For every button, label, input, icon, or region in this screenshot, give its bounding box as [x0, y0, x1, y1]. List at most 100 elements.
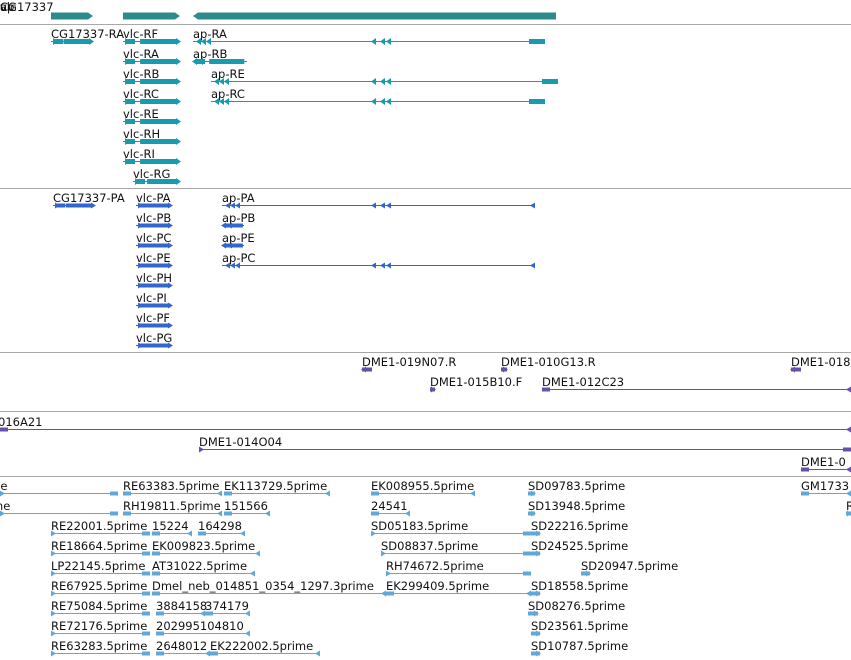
est-feature[interactable]: SD05183.5prime — [371, 519, 531, 537]
est-feature[interactable]: RE72176.5prime — [51, 619, 150, 637]
transcript-strand-arrow — [371, 98, 376, 105]
protein-strand-arrow — [371, 262, 376, 269]
transcript-feature[interactable]: ap-RB — [192, 47, 247, 65]
clone-feature[interactable]: DME1-018 — [790, 355, 850, 373]
est-feature[interactable]: GM1733 — [801, 479, 851, 497]
est-feature[interactable]: 15224 — [152, 519, 192, 537]
transcript-feature[interactable]: vlc-RH — [123, 127, 181, 145]
est-strand-arrow — [51, 590, 56, 597]
est-feature[interactable]: AT31022.5prime — [152, 559, 255, 577]
transcript-feature[interactable]: vlc-RC — [123, 87, 181, 105]
protein-strand-arrow — [168, 202, 173, 209]
est-feature[interactable]: EK299409.5prime — [386, 579, 531, 597]
est-feature[interactable]: EK008955.5prime — [371, 479, 475, 497]
est-feature[interactable]: RH74672.5prime — [386, 559, 531, 577]
track-dividers — [0, 24, 851, 477]
protein-strand-arrow — [168, 222, 173, 229]
est-feature[interactable]: 151566 — [224, 499, 270, 517]
protein-feature[interactable]: vlc-PF — [136, 311, 173, 329]
est-feature[interactable]: 2648012 — [156, 639, 210, 657]
est-feature[interactable]: SD18558.5prime — [531, 579, 628, 597]
clone-feature[interactable]: DME1-014O04 — [199, 435, 851, 453]
clone-feature[interactable]: 016A21 — [0, 415, 851, 433]
est-feature[interactable]: R — [846, 499, 851, 517]
transcript-feature[interactable]: vlc-RI — [123, 147, 181, 165]
clone-feature[interactable]: DME1-0 — [801, 455, 851, 473]
est-feature[interactable]: RE75084.5prime — [51, 599, 150, 617]
transcript-feature[interactable]: CG17337-RA — [51, 27, 124, 45]
est-feature[interactable]: LP22145.5prime — [51, 559, 150, 577]
gene-feature[interactable]: ap — [0, 0, 556, 20]
est-feature[interactable]: RE63383.5prime — [123, 479, 222, 497]
clone-feature[interactable]: DME1-010G13.R — [501, 355, 596, 373]
protein-strand-arrow — [168, 342, 173, 349]
est-label: SD22216.5prime — [531, 519, 628, 533]
protein-feature[interactable]: ap-PE — [221, 231, 255, 249]
protein-label: vlc-PG — [136, 331, 172, 345]
clone-feature[interactable]: DME1-019N07.R — [361, 355, 456, 373]
clone-feature[interactable]: DME1-012C23 — [542, 375, 851, 393]
transcript-label: ap-RA — [193, 27, 227, 41]
clone-feature[interactable]: DME1-015B10.F — [430, 375, 522, 393]
est-feature[interactable]: 3884158 — [156, 599, 207, 617]
est-feature[interactable]: RH19811.5prime — [123, 499, 222, 517]
transcript-feature[interactable]: ap-RC — [211, 87, 545, 105]
protein-feature[interactable]: vlc-PB — [136, 211, 173, 229]
est-feature[interactable]: RE67925.5prime — [51, 579, 150, 597]
est-feature[interactable]: EK222002.5prime — [210, 639, 320, 657]
transcript-feature[interactable]: ap-RA — [193, 27, 545, 45]
est-feature[interactable]: RE63283.5prime — [51, 639, 150, 657]
est-label: ime — [0, 479, 7, 493]
est-feature[interactable]: SD23561.5prime — [531, 619, 628, 637]
est-feature[interactable]: EK113729.5prime — [224, 479, 330, 497]
est-feature[interactable]: RE18664.5prime — [51, 539, 150, 557]
est-feature[interactable]: SD08837.5prime — [381, 539, 531, 557]
est-feature[interactable]: me — [0, 499, 118, 517]
protein-feature[interactable]: ap-PC — [222, 251, 535, 269]
protein-feature[interactable]: CG17337-PA — [53, 191, 125, 209]
transcript-feature[interactable]: vlc-RE — [123, 107, 181, 125]
gene-feature[interactable]: CG17337 — [0, 0, 93, 20]
est-feature[interactable]: Dmel_neb_014851_0354_1297.3prime — [152, 579, 386, 597]
protein-label: ap-PB — [222, 211, 255, 225]
est-feature[interactable]: SD09783.5prime — [528, 479, 625, 497]
protein-feature[interactable]: vlc-PE — [136, 251, 173, 269]
est-feature[interactable]: SD13948.5prime — [528, 499, 625, 517]
protein-exon-block — [146, 203, 171, 208]
est-feature[interactable]: ime — [0, 479, 118, 497]
transcript-feature[interactable]: vlc-RA — [123, 47, 181, 65]
est-feature[interactable]: 374179 — [205, 599, 250, 617]
est-feature[interactable]: SD22216.5prime — [531, 519, 628, 537]
protein-feature[interactable]: vlc-PH — [136, 271, 173, 289]
transcript-strand-arrow — [176, 178, 181, 185]
transcript-feature[interactable]: vlc-RF — [123, 27, 181, 45]
transcript-strand-arrow — [125, 78, 130, 85]
transcript-strand-arrow — [125, 58, 130, 65]
transcript-feature[interactable]: ap-RE — [211, 67, 558, 85]
protein-feature[interactable]: vlc-PA — [136, 191, 173, 209]
est-exon-block — [156, 631, 164, 636]
protein-feature[interactable]: vlc-PG — [136, 331, 173, 349]
transcript-strand-arrow — [176, 78, 181, 85]
protein-feature[interactable]: vlc-PC — [136, 231, 173, 249]
est-feature[interactable]: SD08276.5prime — [528, 599, 625, 617]
protein-feature[interactable]: ap-PA — [222, 191, 535, 209]
protein-feature[interactable]: ap-PB — [221, 211, 255, 229]
est-feature[interactable]: 164298 — [198, 519, 245, 537]
est-feature[interactable]: 202995104810 — [156, 619, 250, 637]
est-feature[interactable]: SD10787.5prime — [531, 639, 628, 657]
protein-strand-arrow — [168, 282, 173, 289]
est-feature[interactable]: 24541 — [371, 499, 410, 517]
gene-feature[interactable]: vlc — [0, 0, 180, 20]
est-strand-arrow — [187, 530, 192, 537]
transcript-feature[interactable]: vlc-RB — [123, 67, 181, 85]
transcript-strand-arrow — [219, 98, 224, 105]
est-feature[interactable]: SD20947.5prime — [581, 559, 678, 577]
protein-feature[interactable]: vlc-PI — [136, 291, 173, 309]
est-feature[interactable]: EK009823.5prime — [152, 539, 260, 557]
protein-exon-block — [228, 223, 243, 228]
est-feature[interactable]: RE22001.5prime — [51, 519, 150, 537]
transcript-feature[interactable]: vlc-RG — [133, 167, 181, 185]
transcript-strand-arrow — [214, 78, 219, 85]
est-feature[interactable]: SD24525.5prime — [531, 539, 628, 557]
